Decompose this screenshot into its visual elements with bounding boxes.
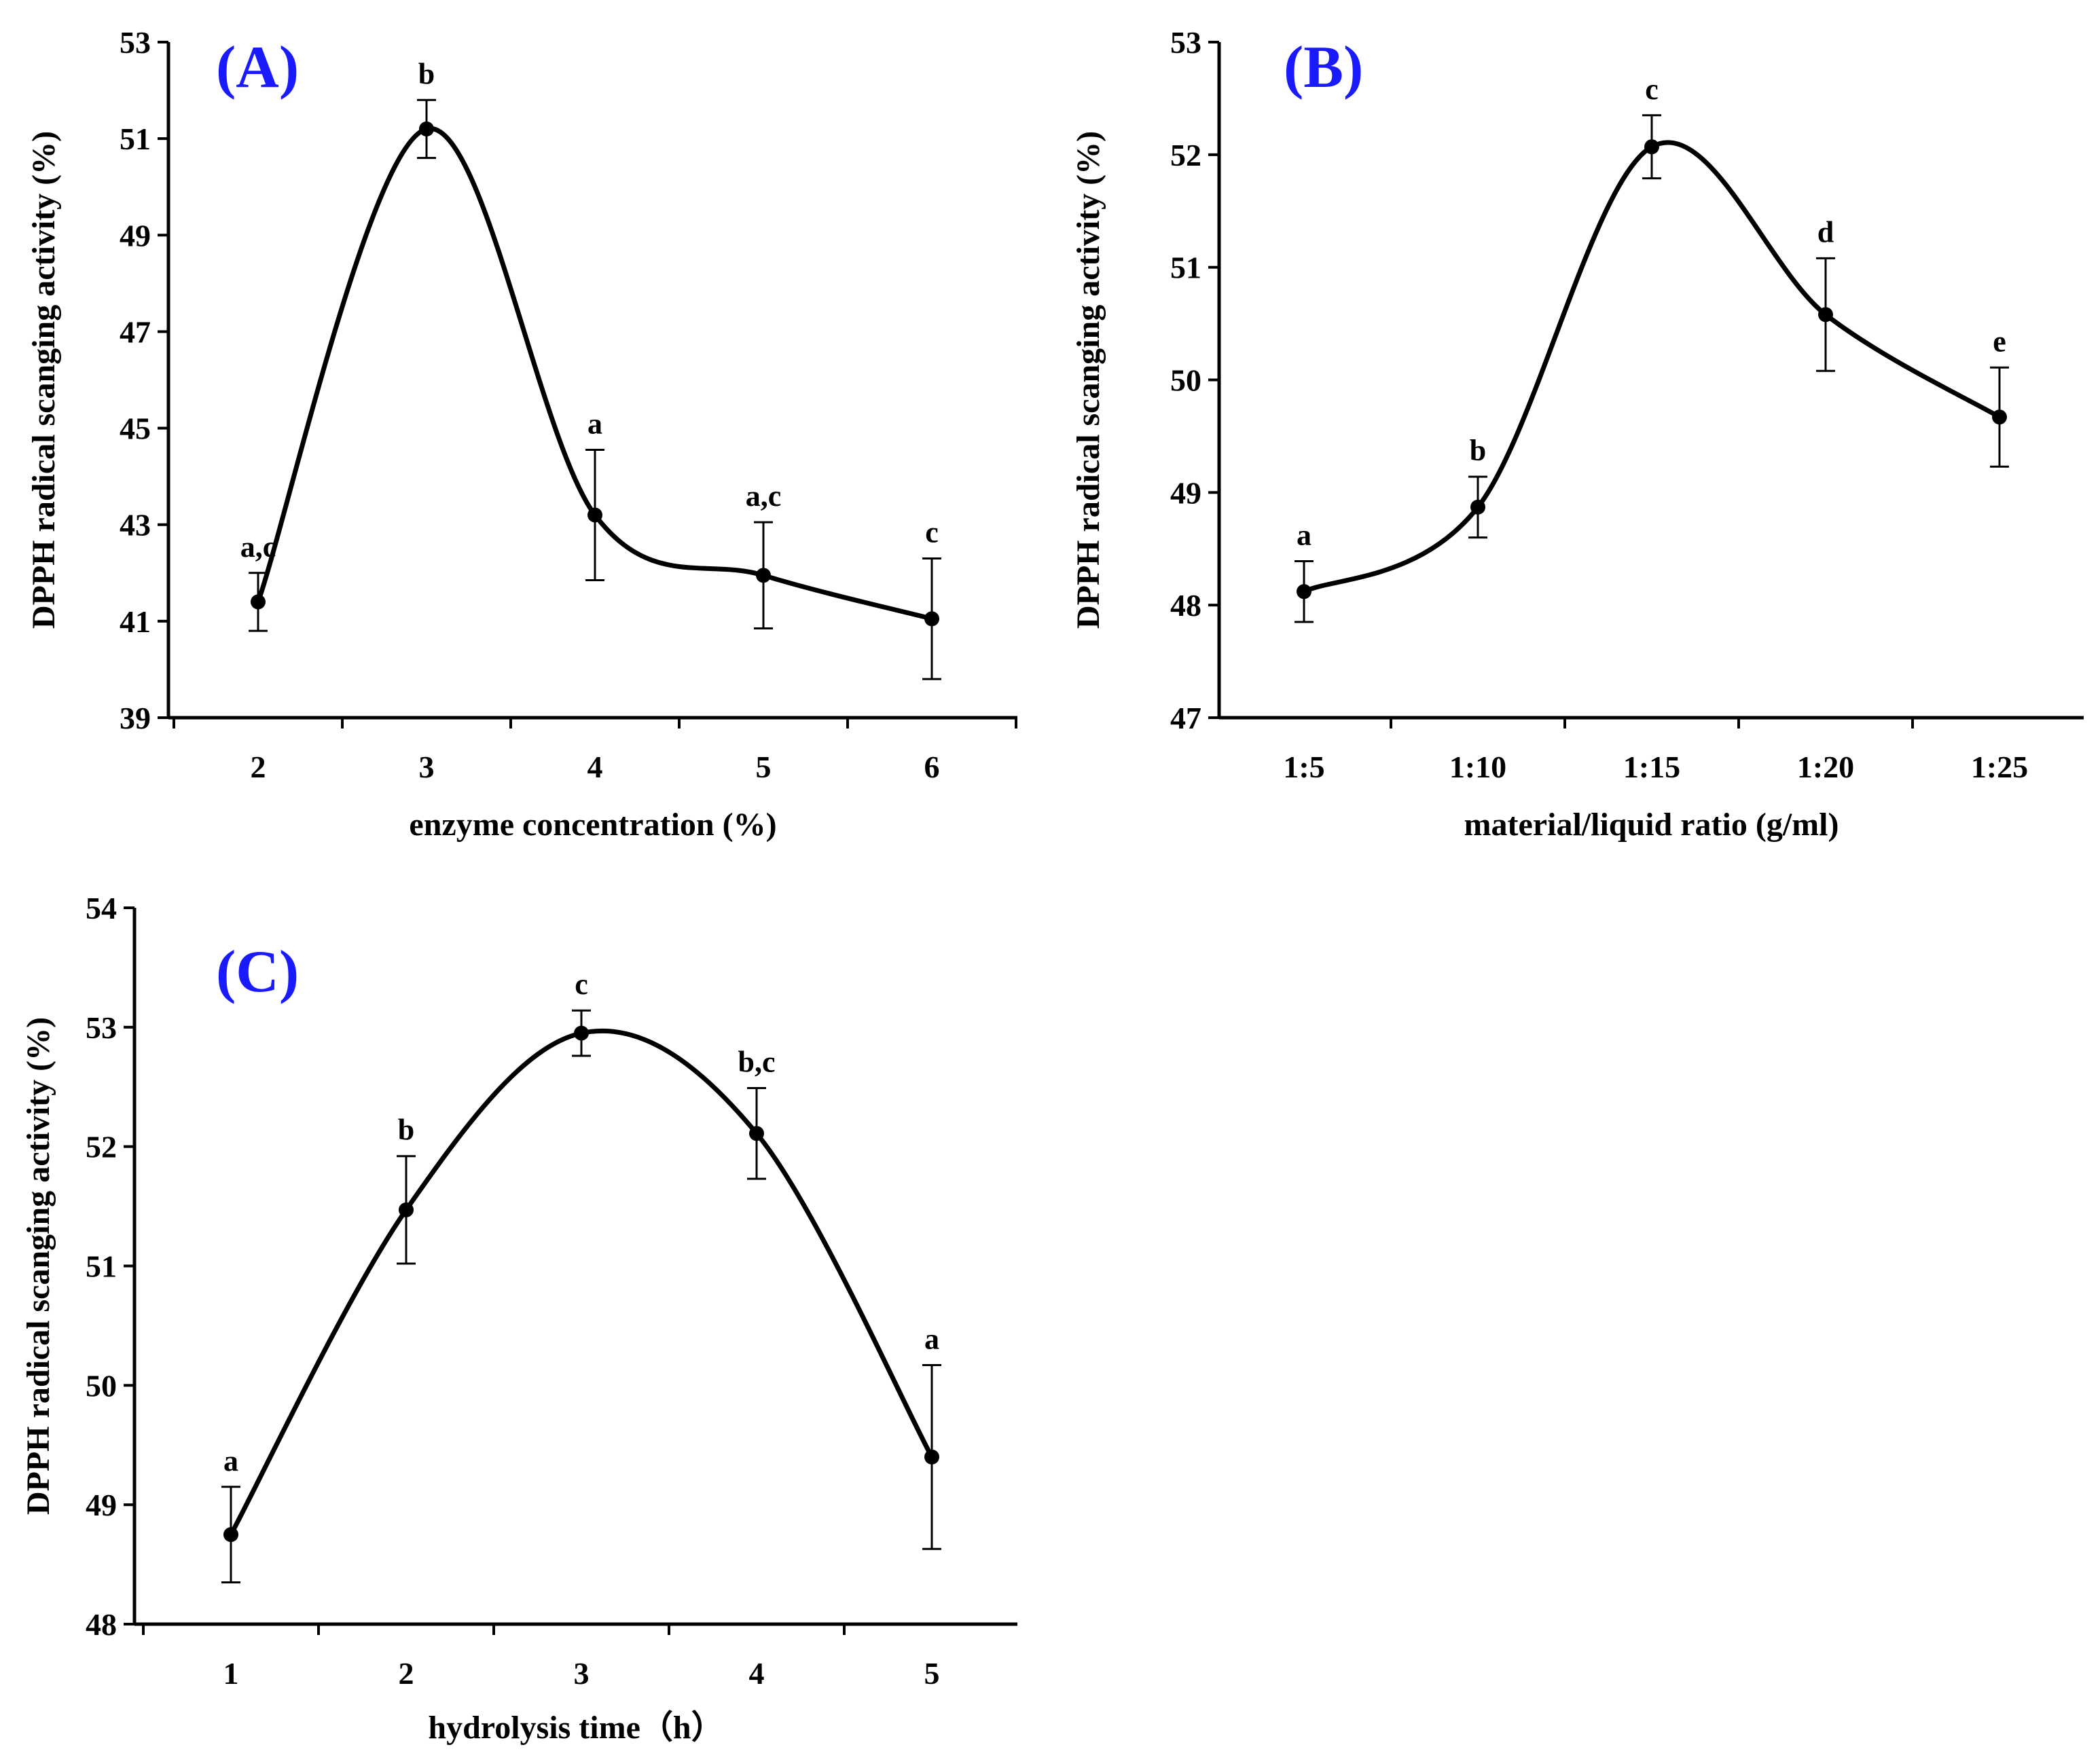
data-point	[756, 568, 771, 583]
data-point	[574, 1025, 589, 1041]
x-axis-title: enzyme concentration (%)	[409, 807, 776, 843]
y-tick-label: 52	[1170, 138, 1201, 172]
y-tick-label: 49	[86, 1488, 117, 1522]
x-axis-title: hydrolysis time（h）	[428, 1710, 723, 1746]
x-tick-label: 4	[749, 1656, 765, 1691]
y-tick-label: 39	[120, 701, 151, 735]
significance-label: b	[398, 1114, 414, 1147]
data-point	[399, 1202, 414, 1217]
x-tick-label: 5	[924, 1656, 940, 1691]
y-tick-label: 53	[120, 25, 151, 60]
series-line	[1301, 140, 2002, 594]
data-point	[419, 121, 434, 136]
significance-label: a,c	[240, 530, 276, 564]
y-tick-label: 48	[1170, 588, 1201, 623]
significance-label: a	[1297, 518, 1311, 551]
significance-label: d	[1817, 215, 1834, 249]
x-tick-label: 1:5	[1283, 750, 1324, 784]
x-tick-label: 6	[924, 750, 940, 784]
data-point	[1818, 307, 1833, 323]
data-point	[223, 1527, 238, 1543]
significance-label: a	[924, 1322, 939, 1355]
significance-label: b	[1470, 434, 1486, 467]
x-tick-label: 1:25	[1971, 750, 2028, 784]
y-axis-title: DPPH radical scanging activity (%)	[20, 1017, 56, 1515]
x-tick-label: 2	[251, 750, 266, 784]
y-tick-label: 53	[86, 1010, 117, 1045]
y-tick-label: 54	[86, 891, 117, 925]
panel-label: (B)	[1284, 35, 1363, 100]
data-point	[1644, 139, 1659, 155]
panel-label: (A)	[216, 35, 299, 100]
significance-label: b	[418, 57, 435, 90]
y-axis-title: DPPH radical scanging activity (%)	[26, 131, 62, 629]
y-tick-label: 47	[1170, 701, 1201, 735]
data-point	[1470, 499, 1485, 515]
x-tick-label: 5	[756, 750, 772, 784]
y-tick-label: 47	[120, 314, 151, 349]
series-line	[255, 126, 935, 621]
y-tick-label: 51	[86, 1249, 117, 1284]
y-axis-title: DPPH radical scanging activity (%)	[1070, 131, 1106, 629]
data-point	[587, 507, 602, 523]
significance-label: a	[223, 1444, 238, 1477]
significance-label: c	[925, 515, 939, 549]
significance-label: a,c	[746, 479, 782, 513]
data-point	[1992, 409, 2007, 425]
x-tick-label: 1:20	[1797, 750, 1854, 784]
y-tick-label: 51	[120, 122, 151, 156]
x-tick-label: 2	[399, 1656, 414, 1691]
chart-panel-1: 47 48 49 50 51 52 53 1:5 1:10 1:15 1:20 1:25 DPPH ra…	[1070, 25, 2084, 843]
significance-label: c	[575, 968, 588, 1001]
data-point	[749, 1126, 764, 1141]
x-tick-label: 1:15	[1623, 750, 1680, 784]
x-tick-label: 3	[419, 750, 435, 784]
data-point	[924, 611, 939, 627]
y-tick-label: 51	[1170, 251, 1201, 285]
x-tick-label: 1	[223, 1656, 239, 1691]
significance-label: b,c	[738, 1046, 776, 1079]
x-tick-label: 1:10	[1449, 750, 1506, 784]
y-tick-label: 48	[86, 1607, 117, 1642]
panel-label: (C)	[216, 939, 299, 1005]
series-line	[228, 1028, 935, 1537]
significance-label: e	[1993, 325, 2006, 358]
significance-label: c	[1645, 73, 1659, 106]
y-tick-label: 45	[120, 411, 151, 446]
y-tick-label: 43	[120, 508, 151, 543]
data-point	[1297, 584, 1311, 600]
y-tick-label: 41	[120, 604, 151, 639]
y-tick-label: 50	[86, 1368, 117, 1403]
y-tick-label: 50	[1170, 363, 1201, 398]
y-tick-label: 52	[86, 1130, 117, 1164]
y-tick-label: 49	[1170, 475, 1201, 510]
x-tick-label: 3	[574, 1656, 590, 1691]
y-tick-label: 53	[1170, 25, 1201, 60]
data-point	[924, 1449, 939, 1465]
x-axis-title: material/liquid ratio (g/ml)	[1464, 807, 1839, 843]
data-point	[251, 594, 266, 610]
significance-label: a	[587, 407, 602, 441]
y-tick-label: 49	[120, 218, 151, 253]
x-tick-label: 4	[587, 750, 603, 784]
chart-panel-2: 48 49 50 51 52 53 54 1 2 3 4 5 DPPH radical scanging…	[20, 891, 1017, 1746]
